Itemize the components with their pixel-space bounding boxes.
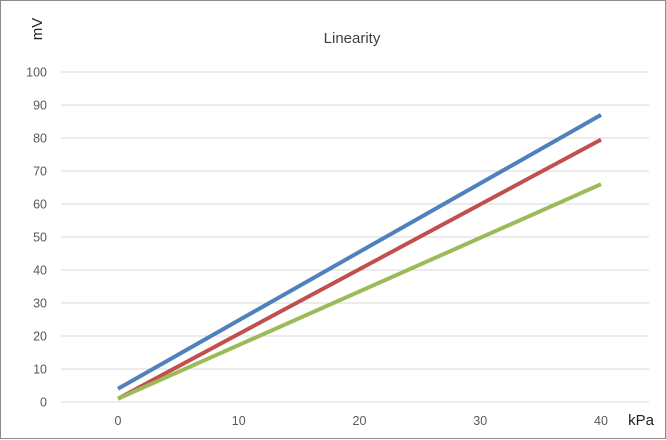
series-line-1 bbox=[117, 113, 602, 391]
y-tick-label-60: 60 bbox=[33, 198, 47, 212]
y-tick-label-30: 30 bbox=[33, 297, 47, 311]
x-tick-label-30: 30 bbox=[473, 414, 487, 428]
y-tick-label-0: 0 bbox=[40, 396, 47, 410]
y-tick-label-70: 70 bbox=[33, 165, 47, 179]
y-tick-label-50: 50 bbox=[33, 231, 47, 245]
series-line-3 bbox=[117, 182, 602, 401]
y-tick-label-10: 10 bbox=[33, 363, 47, 377]
chart-title: Linearity bbox=[324, 30, 381, 47]
x-axis-label: kPa bbox=[628, 412, 655, 429]
x-tick-label-20: 20 bbox=[353, 414, 367, 428]
y-tick-label-20: 20 bbox=[33, 330, 47, 344]
series-lines bbox=[117, 113, 602, 401]
series-line-2 bbox=[117, 137, 602, 401]
y-tick-label-80: 80 bbox=[33, 132, 47, 146]
x-tick-label-0: 0 bbox=[115, 414, 122, 428]
y-tick-label-90: 90 bbox=[33, 99, 47, 113]
y-tick-label-40: 40 bbox=[33, 264, 47, 278]
x-tick-label-10: 10 bbox=[232, 414, 246, 428]
y-tick-label-100: 100 bbox=[26, 66, 47, 80]
y-axis-label: mV bbox=[29, 18, 46, 41]
x-axis-ticks: 0 10 20 30 40 bbox=[115, 414, 608, 428]
gridlines bbox=[61, 71, 649, 403]
y-axis-ticks: 0 10 20 30 40 50 60 70 80 90 100 bbox=[26, 66, 47, 410]
x-tick-label-40: 40 bbox=[594, 414, 608, 428]
